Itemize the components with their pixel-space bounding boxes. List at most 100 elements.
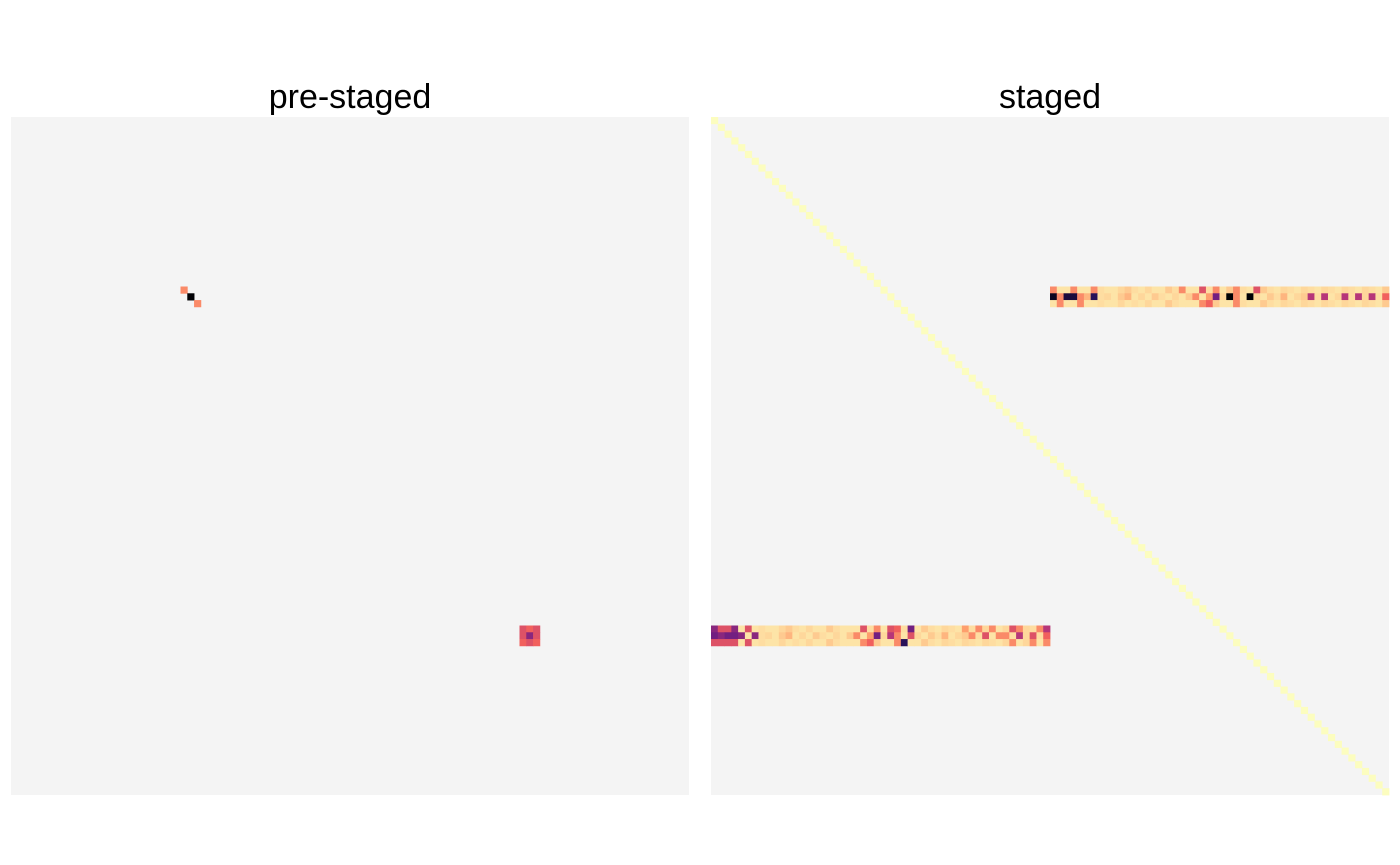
band-cell — [1199, 286, 1207, 294]
diagonal-cell — [1266, 672, 1275, 681]
band-cell — [853, 625, 861, 633]
diagonal-cell — [711, 117, 719, 125]
band-cell — [1192, 293, 1200, 301]
band-cell — [907, 639, 915, 647]
band-cell — [1090, 300, 1098, 308]
band-cell — [805, 625, 814, 633]
diagonal-cell — [955, 361, 963, 369]
band-cell — [778, 639, 786, 647]
band-cell — [873, 632, 881, 640]
diagonal-cell — [1375, 781, 1383, 789]
band-cell — [887, 632, 895, 640]
band-cell — [1368, 300, 1376, 308]
diagonal-cell — [921, 327, 929, 335]
diagonal-cell — [934, 340, 942, 348]
band-cell — [1341, 286, 1349, 294]
diagonal-cell — [1273, 679, 1281, 687]
band-cell — [1321, 300, 1329, 308]
band-cell — [724, 632, 732, 640]
diagonal-cell — [738, 144, 746, 152]
band-cell — [1117, 300, 1125, 308]
band-cell — [914, 632, 922, 640]
band-cell — [968, 625, 976, 633]
band-cell — [934, 632, 942, 640]
band-cell — [1307, 300, 1315, 308]
band-cell — [1348, 286, 1356, 294]
band-cell — [866, 639, 875, 647]
diagonal-cell — [1165, 571, 1173, 579]
band-cell — [1002, 632, 1010, 640]
band-cell — [1144, 293, 1153, 301]
diagonal-cell — [1300, 706, 1309, 715]
band-cell — [1307, 286, 1315, 294]
band-cell — [731, 625, 739, 633]
band-cell — [1036, 639, 1044, 647]
band-cell — [995, 639, 1003, 647]
band-cell — [1131, 293, 1139, 301]
band-cell — [1260, 300, 1268, 308]
panel-pre-staged: pre-staged — [11, 78, 689, 795]
diagonal-cell — [778, 184, 786, 192]
diagonal-cell — [1070, 476, 1078, 484]
band-cell — [1233, 286, 1241, 294]
band-cell — [1083, 286, 1092, 294]
diagonal-cell — [819, 225, 827, 233]
band-cell — [717, 632, 725, 640]
band-cell — [948, 625, 956, 633]
diagonal-cell — [1185, 591, 1193, 599]
band-cell — [1226, 300, 1234, 308]
band-cell — [1131, 286, 1139, 294]
band-cell — [1368, 286, 1376, 294]
band-cell — [1172, 293, 1180, 301]
band-cell — [772, 632, 780, 640]
diagonal-cell — [799, 205, 807, 213]
band-cell — [819, 639, 827, 647]
diagonal-cell — [900, 306, 909, 315]
band-cell — [1029, 639, 1037, 647]
heatmap-cell — [533, 639, 541, 647]
band-cell — [1009, 632, 1017, 640]
diagonal-cell — [1124, 530, 1132, 538]
band-cell — [812, 625, 820, 633]
band-cell — [1063, 300, 1071, 308]
diagonal-cell — [1151, 557, 1159, 565]
diagonal-cell — [1050, 456, 1058, 464]
band-cell — [961, 625, 970, 633]
diagonal-cell — [1043, 449, 1051, 457]
band-cell — [853, 639, 861, 647]
band-cell — [1348, 293, 1356, 301]
band-cell — [751, 639, 759, 647]
band-cell — [1158, 293, 1166, 301]
band-cell — [1056, 293, 1064, 301]
band-cell — [988, 639, 997, 647]
band-cell — [1300, 293, 1309, 301]
band-cell — [866, 625, 875, 633]
band-cell — [1334, 300, 1342, 308]
band-cell — [887, 625, 895, 633]
band-cell — [744, 625, 753, 633]
band-cell — [805, 632, 814, 640]
diagonal-cell — [1226, 632, 1234, 640]
band-cell — [1361, 286, 1370, 294]
band-cell — [826, 632, 834, 640]
band-cell — [1022, 625, 1031, 633]
band-cell — [717, 639, 725, 647]
band-cell — [1226, 293, 1234, 301]
band-cell — [1280, 293, 1288, 301]
band-cell — [1083, 300, 1092, 308]
band-cell — [1219, 300, 1227, 308]
band-cell — [1036, 625, 1044, 633]
band-cell — [860, 632, 868, 640]
band-cell — [988, 625, 997, 633]
band-cell — [1260, 286, 1268, 294]
diagonal-cell — [805, 211, 814, 220]
panel-title-staged: staged — [999, 78, 1101, 116]
band-cell — [1151, 293, 1159, 301]
band-cell — [1050, 300, 1058, 308]
diagonal-cell — [1327, 733, 1336, 742]
band-cell — [1009, 639, 1017, 647]
diagonal-cell — [1138, 544, 1146, 552]
band-cell — [711, 625, 719, 633]
band-cell — [1348, 300, 1356, 308]
band-cell — [1192, 286, 1200, 294]
